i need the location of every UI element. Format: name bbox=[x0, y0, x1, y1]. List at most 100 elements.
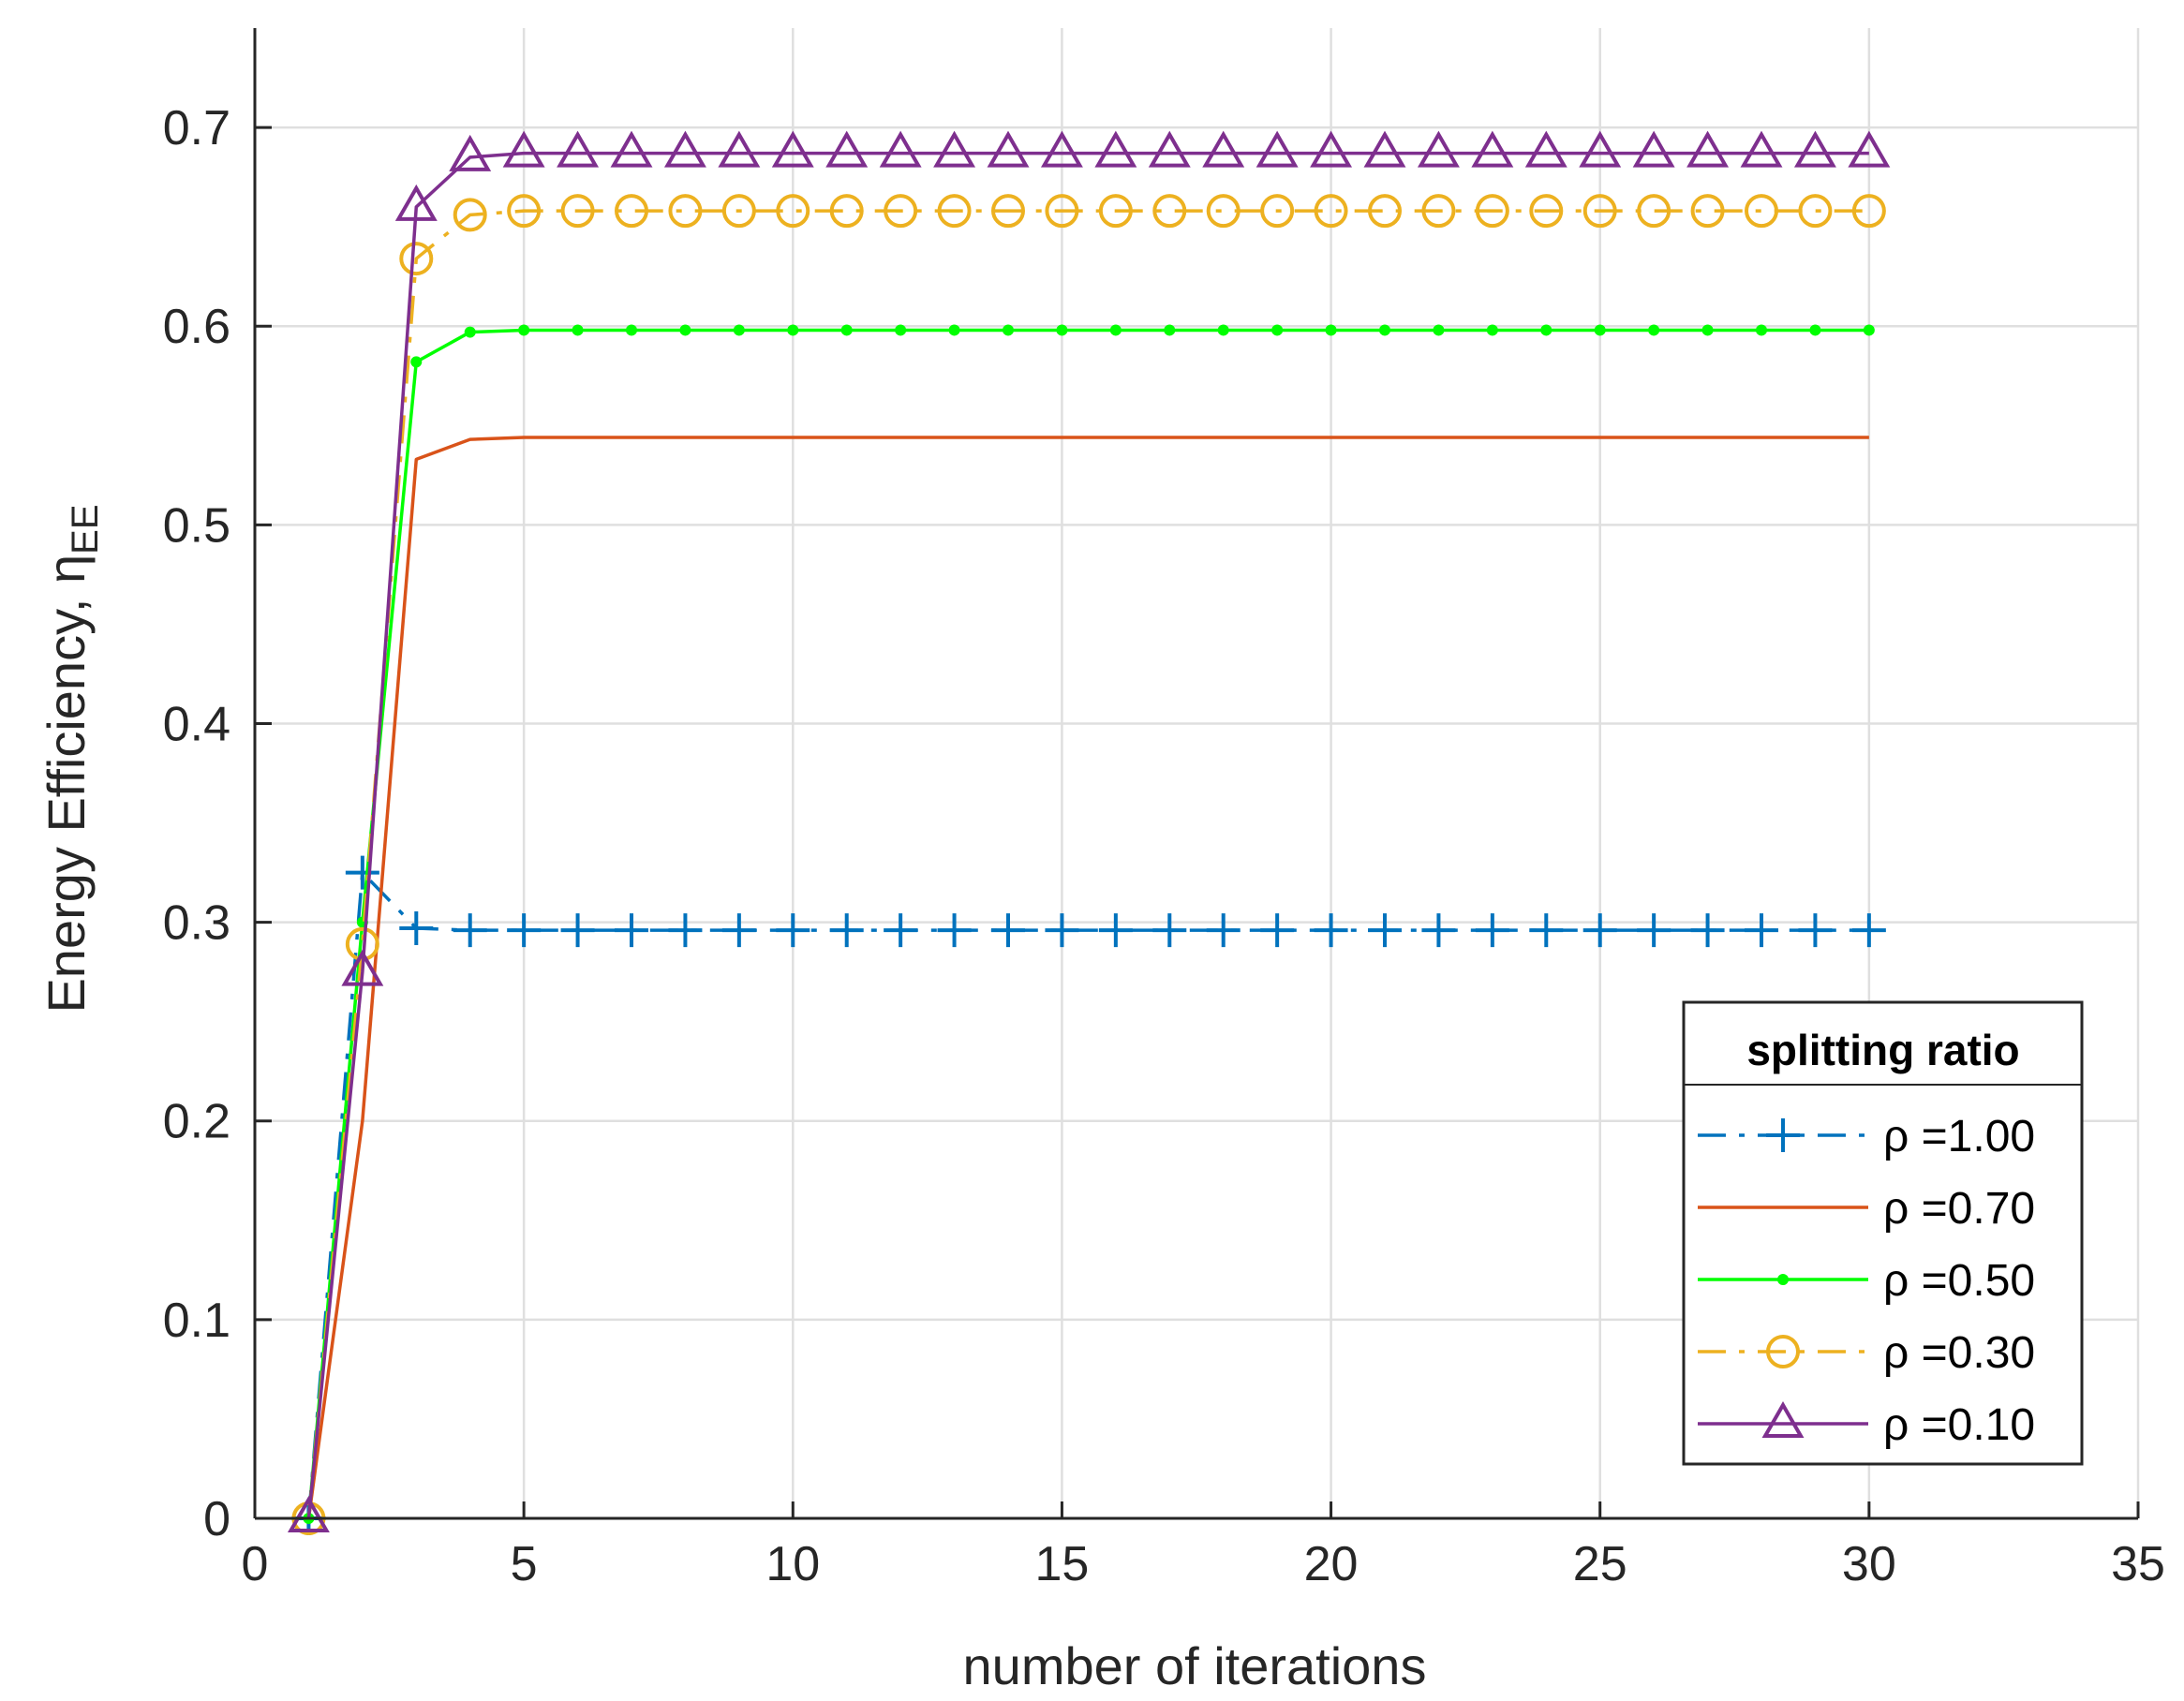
series-4-point-0 bbox=[287, 1495, 330, 1532]
series-4-point-23 bbox=[1524, 130, 1567, 168]
series-0-point-13 bbox=[991, 913, 1025, 948]
series-4-point-16 bbox=[1148, 130, 1191, 168]
series-3-point-20 bbox=[1368, 194, 1402, 229]
y-axis-title-subscript: EE bbox=[65, 504, 106, 554]
series-4-point-5 bbox=[557, 130, 600, 168]
series-2-point-6 bbox=[626, 324, 637, 336]
series-4-point-14 bbox=[1040, 130, 1083, 168]
series-2-point-8 bbox=[733, 324, 745, 336]
y-tick-label-4: 0.4 bbox=[163, 697, 230, 751]
axes bbox=[253, 28, 2140, 1520]
series-4-point-25 bbox=[1632, 130, 1675, 168]
series-2-point-23 bbox=[1540, 324, 1553, 336]
series-4-point-4 bbox=[502, 130, 545, 168]
series-2-point-4 bbox=[518, 324, 530, 336]
series-3-point-11 bbox=[884, 194, 918, 229]
series-2-point-16 bbox=[1164, 324, 1176, 336]
series-4-point-8 bbox=[718, 130, 761, 168]
series-2-point-27 bbox=[1756, 324, 1767, 336]
series-0-point-23 bbox=[1529, 913, 1564, 948]
series-2-point-14 bbox=[1056, 324, 1068, 336]
series-3-point-13 bbox=[991, 194, 1025, 229]
series-2-point-19 bbox=[1325, 324, 1337, 336]
series-4-point-7 bbox=[663, 130, 706, 168]
legend-label-4: ρ =0.10 bbox=[1883, 1400, 2035, 1450]
y-tick-label-1: 0.1 bbox=[163, 1294, 230, 1348]
legend-item-0: ρ =1.00 bbox=[1698, 1112, 2035, 1161]
series-4-point-9 bbox=[771, 130, 814, 168]
series-4-point-6 bbox=[610, 130, 653, 168]
series-0-point-7 bbox=[668, 913, 703, 948]
series-4-point-29 bbox=[1848, 130, 1891, 168]
series-line-1 bbox=[306, 436, 1869, 1519]
series-3-point-14 bbox=[1045, 194, 1079, 229]
series-2 bbox=[303, 324, 1875, 1524]
series-2-point-3 bbox=[464, 326, 476, 338]
series-0-point-9 bbox=[776, 913, 810, 948]
series-2-point-12 bbox=[948, 324, 960, 336]
series-0-point-15 bbox=[1098, 913, 1133, 948]
series-2-point-10 bbox=[840, 324, 853, 336]
series-2-point-29 bbox=[1863, 324, 1875, 336]
series-4-point-1 bbox=[341, 949, 384, 986]
series-3-point-3 bbox=[453, 198, 487, 232]
series-0-point-8 bbox=[721, 913, 756, 948]
series-4-point-19 bbox=[1310, 130, 1353, 168]
series-0-point-29 bbox=[1851, 913, 1886, 948]
series-3-point-21 bbox=[1421, 194, 1456, 229]
x-tick-label-2: 10 bbox=[765, 1537, 820, 1591]
series-2-point-24 bbox=[1594, 324, 1606, 336]
series-3-point-2 bbox=[399, 242, 434, 276]
legend-label-0: ρ =1.00 bbox=[1883, 1112, 2035, 1161]
series-2-point-5 bbox=[572, 324, 584, 336]
series-4-point-22 bbox=[1471, 130, 1514, 168]
series-2-point-9 bbox=[787, 324, 799, 336]
legend-item-1: ρ =0.70 bbox=[1698, 1184, 2035, 1234]
legend-item-3: ρ =0.30 bbox=[1698, 1328, 2035, 1378]
series-0-point-20 bbox=[1368, 913, 1402, 948]
y-tick-label-6: 0.6 bbox=[163, 300, 230, 354]
series-4-point-26 bbox=[1686, 130, 1730, 168]
series-3-point-27 bbox=[1745, 194, 1778, 229]
series-line-3 bbox=[306, 209, 1869, 1519]
series-0-point-3 bbox=[453, 913, 487, 948]
series-3-point-4 bbox=[507, 194, 542, 229]
series-3-point-29 bbox=[1851, 194, 1886, 229]
series-3-point-15 bbox=[1098, 194, 1133, 229]
series-4-point-24 bbox=[1579, 130, 1622, 168]
legend-marker-3 bbox=[1766, 1335, 1800, 1368]
series-0-point-18 bbox=[1260, 913, 1295, 948]
series-line-0 bbox=[306, 870, 1869, 1519]
grid bbox=[253, 28, 2140, 1520]
series-3-point-18 bbox=[1260, 194, 1295, 229]
series-4-point-28 bbox=[1793, 130, 1836, 168]
series-4-point-3 bbox=[449, 134, 492, 171]
series-2-point-2 bbox=[410, 356, 423, 368]
series-3 bbox=[291, 194, 1886, 1535]
series-3-point-5 bbox=[560, 194, 595, 229]
legend: splitting ratio ρ =1.00ρ =0.70ρ =0.50ρ =… bbox=[1682, 1000, 2084, 1466]
series-4 bbox=[287, 130, 1891, 1532]
series-0 bbox=[291, 855, 1886, 1535]
x-tick-label-0: 0 bbox=[242, 1537, 269, 1591]
x-tick-label-5: 25 bbox=[1573, 1537, 1627, 1591]
tick-labels: 0 5 10 15 20 25 30 35 0 0.1 0.2 0.3 0.4 0.5 0.6 0.7 bbox=[163, 101, 2165, 1591]
y-tick-label-3: 0.3 bbox=[163, 896, 230, 951]
x-tick-label-1: 5 bbox=[511, 1537, 538, 1591]
series-0-point-26 bbox=[1690, 913, 1725, 948]
series-4-point-12 bbox=[933, 130, 976, 168]
series-0-point-14 bbox=[1045, 913, 1079, 948]
y-tick-label-7: 0.7 bbox=[163, 101, 230, 155]
series-line-4 bbox=[306, 151, 1869, 1519]
series-0-point-17 bbox=[1206, 913, 1241, 948]
series-3-point-25 bbox=[1637, 194, 1671, 229]
y-axis-title-main: Energy Efficiency, η bbox=[37, 555, 96, 1013]
legend-box bbox=[1682, 1000, 2084, 1466]
x-tick-label-6: 30 bbox=[1842, 1537, 1896, 1591]
series-4-point-21 bbox=[1417, 130, 1460, 168]
series-2-point-15 bbox=[1109, 324, 1122, 336]
series-3-point-24 bbox=[1582, 194, 1617, 229]
legend-marker-4 bbox=[1761, 1400, 1805, 1438]
series-4-point-11 bbox=[879, 130, 922, 168]
